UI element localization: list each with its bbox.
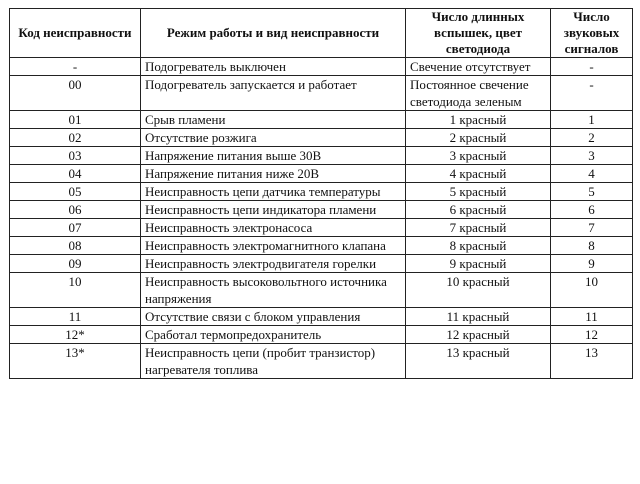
table-cell: 1 красный — [405, 110, 551, 129]
table-cell: 08 — [9, 236, 141, 255]
table-cell: Постоянное свечение светодиода зеленым — [405, 75, 551, 111]
table-cell: 7 — [550, 218, 633, 237]
table-cell: 9 красный — [405, 254, 551, 273]
table-cell: Неисправность электродвигателя горелки — [140, 254, 406, 273]
table-cell: Отсутствие розжига — [140, 128, 406, 147]
table-cell: Неисправность цепи датчика температуры — [140, 182, 406, 201]
table-row: 13* Неисправность цепи (пробит транзистор… — [9, 343, 633, 379]
table-cell: 2 красный — [405, 128, 551, 147]
table-cell: Подогреватель запускается и работает — [140, 75, 406, 111]
table-cell: 05 — [9, 182, 141, 201]
table-cell: 02 — [9, 128, 141, 147]
table-cell: 8 красный — [405, 236, 551, 255]
table-row: 05 Неисправность цепи датчика температуры… — [9, 182, 633, 201]
table-row: 01 Срыв пламени 1 красный 1 — [9, 110, 633, 129]
table-cell: 04 — [9, 164, 141, 183]
table-cell: Неисправность электронасоса — [140, 218, 406, 237]
table-row: 08 Неисправность электромагнитного клапан… — [9, 236, 633, 255]
table-cell: Отсутствие связи с блоком управления — [140, 307, 406, 326]
table-cell: Напряжение питания выше 30В — [140, 146, 406, 165]
table-row: 12* Сработал термопредохранитель 12 красны… — [9, 325, 633, 344]
table-cell: - — [550, 57, 633, 76]
table-cell: 6 красный — [405, 200, 551, 219]
table-cell: 03 — [9, 146, 141, 165]
table-cell: 10 красный — [405, 272, 551, 308]
table-cell: - — [9, 57, 141, 76]
table-cell: 01 — [9, 110, 141, 129]
table-cell: 5 — [550, 182, 633, 201]
table-cell: 4 красный — [405, 164, 551, 183]
table-row: 04 Напряжение питания ниже 20В 4 красный 4 — [9, 164, 633, 183]
header-cell: Число звуковых сигналов — [550, 8, 633, 58]
header-cell: Число длинных вспышек, цвет светодиода — [405, 8, 551, 58]
table-cell: 06 — [9, 200, 141, 219]
table-cell: 11 — [9, 307, 141, 326]
table-cell: 3 красный — [405, 146, 551, 165]
table-cell: - — [550, 75, 633, 111]
table-cell: 2 — [550, 128, 633, 147]
table-cell: 8 — [550, 236, 633, 255]
table-row: 03 Напряжение питания выше 30В 3 красный 3 — [9, 146, 633, 165]
table-cell: 5 красный — [405, 182, 551, 201]
table-cell: Подогреватель выключен — [140, 57, 406, 76]
table-cell: 3 — [550, 146, 633, 165]
table-cell: Неисправность цепи индикатора пламени — [140, 200, 406, 219]
table-row: 07 Неисправность электронасоса 7 красный 7 — [9, 218, 633, 237]
header-cell: Код неисправности — [9, 8, 141, 58]
fault-table: Код неисправности Режим работы и вид неис… — [9, 8, 633, 379]
table-cell: 12* — [9, 325, 141, 344]
table-cell: Напряжение питания ниже 20В — [140, 164, 406, 183]
table-cell: 9 — [550, 254, 633, 273]
table-cell: 12 — [550, 325, 633, 344]
table-cell: 4 — [550, 164, 633, 183]
table-cell: 7 красный — [405, 218, 551, 237]
table-cell: 13 — [550, 343, 633, 379]
table-row: 10 Неисправность высоковольтного источник… — [9, 272, 633, 308]
table-cell: 00 — [9, 75, 141, 111]
table-cell: Неисправность электромагнитного клапана — [140, 236, 406, 255]
table-cell: Срыв пламени — [140, 110, 406, 129]
header-row: Код неисправности Режим работы и вид неис… — [9, 8, 633, 58]
table-row: 11 Отсутствие связи с блоком управления 11… — [9, 307, 633, 326]
table-cell: Сработал термопредохранитель — [140, 325, 406, 344]
table-cell: 10 — [550, 272, 633, 308]
table-cell: 10 — [9, 272, 141, 308]
table-cell: 07 — [9, 218, 141, 237]
table-body: - Подогреватель выключен Свечение отсутств… — [9, 57, 633, 379]
table-cell: Свечение отсутствует — [405, 57, 551, 76]
table-row: 06 Неисправность цепи индикатора пламени 6… — [9, 200, 633, 219]
table-cell: 6 — [550, 200, 633, 219]
table-cell: 11 красный — [405, 307, 551, 326]
table-cell: 09 — [9, 254, 141, 273]
table-cell: 13* — [9, 343, 141, 379]
table-cell: 12 красный — [405, 325, 551, 344]
table-cell: 13 красный — [405, 343, 551, 379]
header-cell: Режим работы и вид неисправности — [140, 8, 406, 58]
table-cell: Неисправность высоковольтного источника … — [140, 272, 406, 308]
table-row: 00 Подогреватель запускается и работает По… — [9, 75, 633, 111]
table-cell: 1 — [550, 110, 633, 129]
table-row: 09 Неисправность электродвигателя горелки… — [9, 254, 633, 273]
table-cell: Неисправность цепи (пробит транзистор) н… — [140, 343, 406, 379]
table-row: - Подогреватель выключен Свечение отсутств… — [9, 57, 633, 76]
table-row: 02 Отсутствие розжига 2 красный 2 — [9, 128, 633, 147]
table-cell: 11 — [550, 307, 633, 326]
